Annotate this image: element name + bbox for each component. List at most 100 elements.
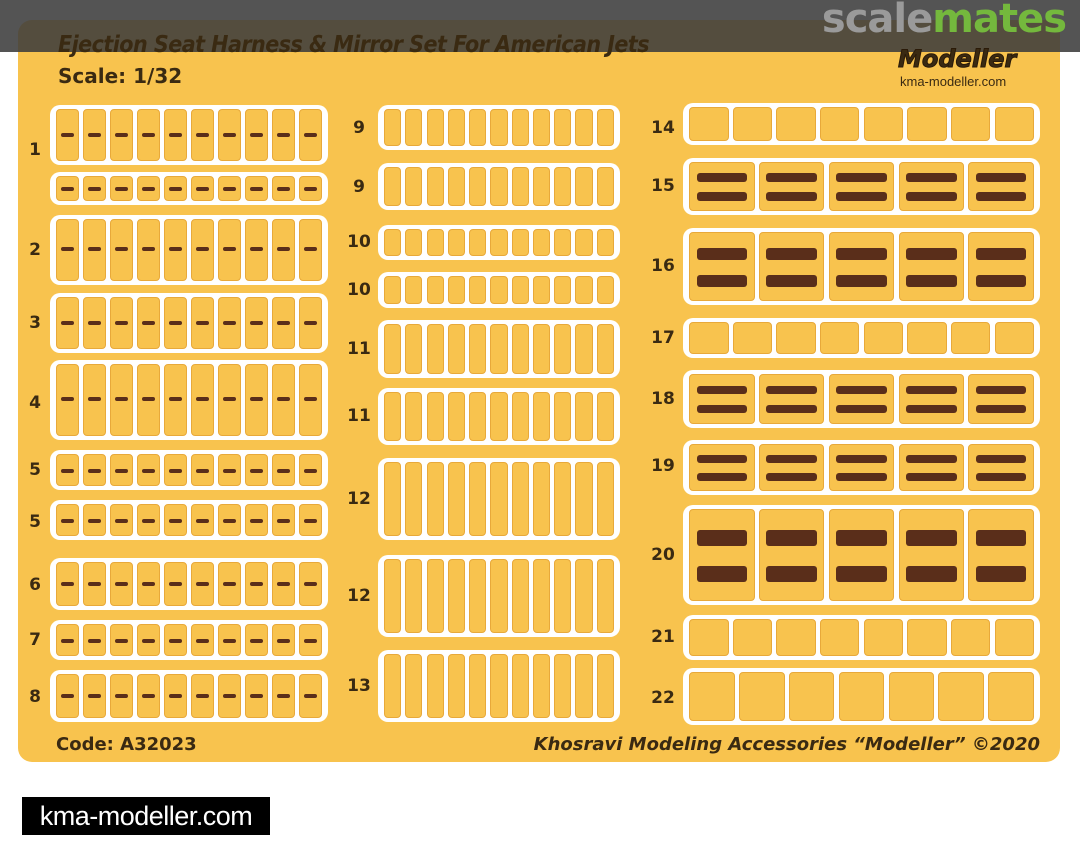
etched-part — [759, 232, 825, 301]
etched-part — [447, 276, 465, 304]
harness-buckle — [142, 518, 155, 523]
mirror-face — [696, 274, 748, 287]
etched-part — [83, 624, 106, 656]
mirror-face — [975, 404, 1027, 414]
mirror-face — [905, 192, 957, 201]
harness-buckle — [61, 581, 74, 586]
mirror-face — [836, 173, 887, 182]
etched-part — [426, 109, 444, 146]
etched-part — [56, 674, 79, 718]
harness-buckle — [250, 468, 263, 473]
part-number-label: 5 — [29, 512, 41, 532]
mirror-face — [766, 404, 818, 414]
etched-part — [575, 392, 593, 441]
etched-part — [469, 229, 487, 256]
etched-part — [447, 167, 465, 206]
etched-part — [554, 654, 572, 718]
part-number-label: 9 — [353, 118, 365, 138]
fret-strip — [683, 440, 1040, 495]
etched-part — [596, 109, 614, 146]
etched-part — [405, 167, 423, 206]
mirror-face — [836, 454, 887, 463]
harness-buckle — [277, 247, 290, 251]
harness-buckle — [223, 638, 236, 643]
etched-part — [218, 454, 241, 486]
harness-buckle — [223, 581, 236, 586]
harness-buckle — [304, 581, 317, 586]
etched-part — [490, 167, 508, 206]
etched-part — [218, 219, 241, 281]
etched-part — [191, 219, 214, 281]
etched-part — [299, 562, 322, 606]
etched-part — [469, 392, 487, 441]
etched-part — [137, 297, 160, 349]
etched-part — [405, 276, 423, 304]
etched-part — [83, 454, 106, 486]
etched-part — [299, 624, 322, 656]
harness-buckle — [88, 320, 101, 325]
manufacturer: Khosravi Modeling Accessories “Modeller”… — [533, 734, 1040, 755]
etched-part — [384, 324, 402, 374]
fret-strip — [378, 320, 620, 378]
harness-buckle — [115, 638, 128, 643]
harness-buckle — [250, 320, 263, 325]
etched-part — [788, 672, 835, 721]
etched-part — [490, 324, 508, 374]
etched-part — [732, 322, 773, 354]
etched-part — [191, 454, 214, 486]
part-number-label: 6 — [29, 575, 41, 595]
fret-strip — [378, 163, 620, 210]
fret-strip — [378, 105, 620, 150]
mirror-face — [766, 454, 818, 463]
etched-part — [689, 107, 729, 141]
etched-part — [191, 504, 214, 536]
mirror-face — [975, 472, 1027, 481]
harness-buckle — [115, 187, 128, 192]
etched-part — [272, 624, 295, 656]
etched-part — [689, 672, 735, 721]
harness-buckle — [169, 396, 182, 401]
harness-buckle — [196, 396, 209, 401]
fret-strip — [378, 272, 620, 308]
harness-buckle — [169, 693, 182, 698]
etched-part — [384, 229, 402, 256]
etched-part — [511, 559, 529, 633]
etched-part — [110, 454, 133, 486]
harness-buckle — [142, 693, 155, 698]
harness-buckle — [277, 187, 290, 192]
etched-part — [299, 109, 322, 161]
etched-part — [218, 297, 241, 349]
etched-part — [469, 559, 487, 633]
etched-part — [490, 559, 508, 633]
etched-part — [218, 504, 241, 536]
mirror-face — [905, 274, 957, 287]
part-number-label: 11 — [347, 339, 371, 359]
etched-part — [191, 562, 214, 606]
etched-part — [511, 324, 529, 374]
etched-part — [994, 619, 1034, 656]
mirror-face — [696, 385, 748, 395]
harness-buckle — [277, 396, 290, 401]
harness-buckle — [277, 320, 290, 325]
fret-strip — [50, 500, 328, 540]
mirror-face — [696, 173, 748, 182]
etched-part — [689, 374, 755, 424]
mirror-face — [836, 247, 887, 260]
harness-buckle — [142, 468, 155, 473]
etched-part — [272, 176, 295, 201]
etched-part — [596, 559, 614, 633]
etched-part — [110, 504, 133, 536]
etched-part — [532, 559, 551, 633]
etched-part — [164, 176, 187, 201]
etched-part — [968, 509, 1034, 601]
part-number-label: 21 — [651, 627, 675, 647]
harness-buckle — [115, 468, 128, 473]
etched-part — [968, 444, 1034, 491]
etched-part — [218, 674, 241, 718]
etched-part — [596, 167, 614, 206]
etched-part — [164, 297, 187, 349]
fret-strip — [683, 505, 1040, 605]
harness-buckle — [88, 132, 101, 137]
mirror-face — [836, 404, 887, 414]
etched-part — [469, 654, 487, 718]
